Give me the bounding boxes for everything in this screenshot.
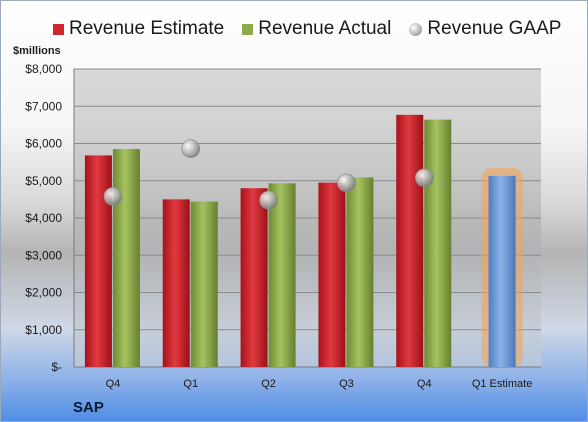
bar-revenue-estimate xyxy=(240,188,268,367)
legend-label-revenue-actual: Revenue Actual xyxy=(258,18,392,39)
y-tick-label: $6,000 xyxy=(25,137,62,151)
x-tick-label: Q4 xyxy=(417,378,432,390)
legend-item-revenue-estimate: Revenue Estimate xyxy=(53,18,224,40)
x-tick-label: Q2 xyxy=(261,378,276,390)
bar-revenue-actual xyxy=(268,183,296,367)
point-revenue-gaap xyxy=(337,173,356,193)
bar-revenue-actual xyxy=(190,201,218,367)
x-tick-label: Q4 xyxy=(106,378,121,390)
legend-item-revenue-gaap: Revenue GAAP xyxy=(409,18,561,40)
units-label: $millions xyxy=(13,45,61,57)
point-revenue-gaap xyxy=(103,187,123,206)
y-tick-label: $- xyxy=(51,360,62,374)
y-tick-label: $7,000 xyxy=(25,99,62,113)
point-revenue-gaap xyxy=(259,190,278,210)
point-revenue-gaap xyxy=(414,168,434,188)
bar-revenue-estimate xyxy=(318,182,346,367)
bar-revenue-estimate xyxy=(162,199,190,367)
bar-revenue-actual xyxy=(346,177,374,367)
legend: Revenue Estimate Revenue Actual Revenue … xyxy=(53,18,561,40)
bar-revenue-actual xyxy=(112,149,140,367)
legend-swatch-revenue-actual xyxy=(242,23,254,35)
bar-q1-estimate xyxy=(488,175,516,367)
x-tick-label: Q3 xyxy=(339,378,354,390)
x-tick-label: Q1 xyxy=(183,378,198,390)
x-tick-label: Q1 Estimate xyxy=(472,378,533,390)
legend-swatch-revenue-estimate xyxy=(53,23,64,35)
legend-swatch-revenue-gaap xyxy=(409,22,423,36)
bar-revenue-actual xyxy=(424,119,452,367)
y-tick-label: $3,000 xyxy=(25,248,62,262)
y-tick-label: $1,000 xyxy=(25,323,62,337)
y-tick-label: $8,000 xyxy=(25,62,62,76)
y-tick-label: $4,000 xyxy=(25,211,62,225)
y-tick-label: $2,000 xyxy=(25,286,62,300)
y-tick-label: $5,000 xyxy=(25,174,62,188)
legend-label-revenue-gaap: Revenue GAAP xyxy=(427,18,562,39)
company-label: SAP xyxy=(73,399,104,416)
point-revenue-gaap xyxy=(181,139,201,159)
bar-revenue-estimate xyxy=(84,155,112,367)
legend-label-revenue-estimate: Revenue Estimate xyxy=(69,18,225,39)
bar-revenue-estimate xyxy=(396,114,424,367)
legend-item-revenue-actual: Revenue Actual xyxy=(242,18,391,40)
